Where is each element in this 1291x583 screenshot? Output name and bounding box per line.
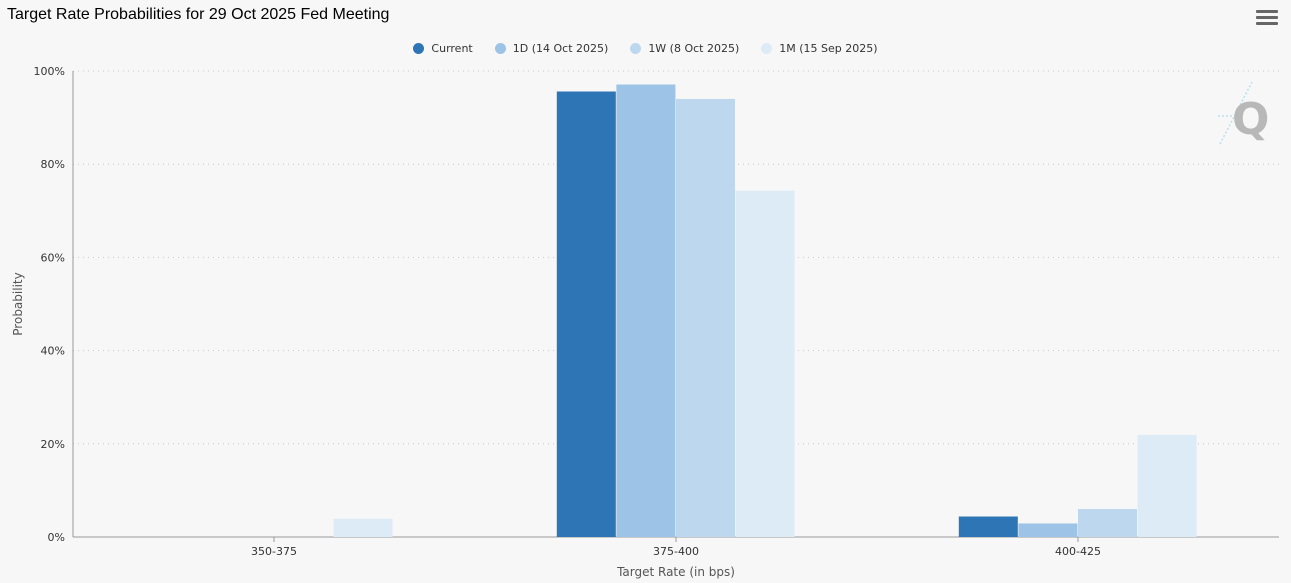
legend-dot-icon — [761, 43, 773, 54]
bar — [556, 91, 616, 537]
y-tick-label: 80% — [41, 158, 65, 171]
y-tick-label: 40% — [41, 345, 65, 358]
x-axis-title: Target Rate (in bps) — [616, 565, 735, 579]
svg-text:Q: Q — [1232, 94, 1269, 145]
legend-item-1d[interactable]: 1D (14 Oct 2025) — [494, 42, 609, 55]
legend-item-1w[interactable]: 1W (8 Oct 2025) — [630, 42, 739, 55]
bar — [958, 516, 1018, 537]
y-tick-label: 100% — [34, 65, 65, 78]
bar — [616, 84, 676, 537]
legend-dot-icon — [630, 43, 642, 54]
legend-label: Current — [431, 42, 473, 55]
bar — [735, 190, 795, 537]
legend-label: 1W (8 Oct 2025) — [648, 42, 740, 55]
x-tick-label: 400-425 — [1055, 545, 1101, 558]
y-tick-label: 20% — [41, 438, 65, 451]
bar — [676, 98, 735, 538]
hamburger-menu-icon[interactable] — [1256, 10, 1278, 28]
chart-title: Target Rate Probabilities for 29 Oct 202… — [7, 6, 390, 23]
y-tick-label: 0% — [48, 531, 65, 544]
y-axis-title: Probability — [11, 272, 25, 335]
bar — [1078, 509, 1137, 537]
legend-dot-icon — [494, 43, 506, 54]
bar — [1137, 434, 1197, 537]
bar — [333, 518, 393, 537]
q-logo-icon: Q — [1218, 81, 1269, 145]
bar — [1018, 523, 1078, 537]
chart-legend: Current 1D (14 Oct 2025) 1W (8 Oct 2025)… — [0, 42, 1291, 55]
legend-item-1m[interactable]: 1M (15 Sep 2025) — [761, 42, 878, 55]
y-tick-label: 60% — [41, 251, 65, 264]
x-tick-label: 375-400 — [653, 545, 699, 558]
x-tick-label: 350-375 — [251, 545, 297, 558]
legend-label: 1M (15 Sep 2025) — [779, 42, 878, 55]
legend-item-current[interactable]: Current — [413, 42, 473, 55]
legend-dot-icon — [413, 43, 425, 54]
legend-label: 1D (14 Oct 2025) — [512, 42, 609, 55]
